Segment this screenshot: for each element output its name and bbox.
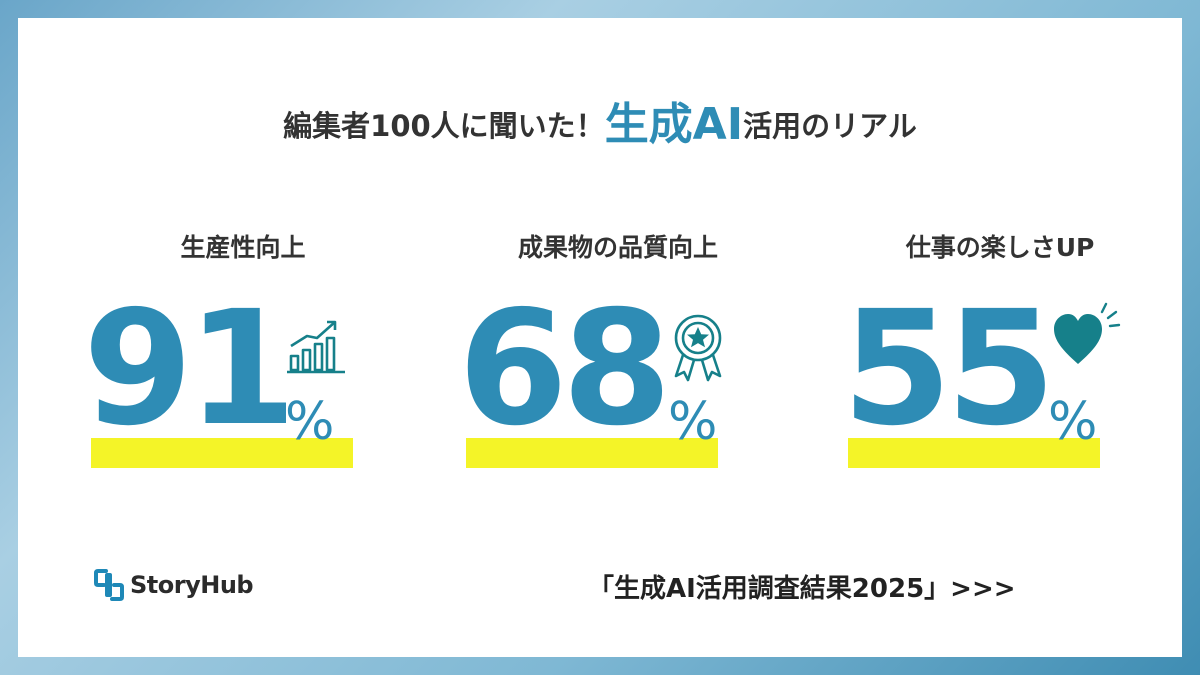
percent-sign: %	[668, 392, 718, 452]
page-title: 編集者100人に聞いた！生成AI活用のリアル	[18, 88, 1182, 152]
stat-value: 68	[458, 277, 672, 461]
infographic-card: 編集者100人に聞いた！生成AI活用のリアル 生産性向上 91 % 成果物の品質…	[18, 18, 1182, 657]
highlight-bar	[466, 438, 718, 468]
logo-text: StoryHub	[130, 571, 254, 599]
percent-sign: %	[1048, 392, 1098, 452]
growth-chart-icon	[287, 320, 345, 374]
stat-quality: 成果物の品質向上 68 %	[438, 228, 798, 488]
survey-results-link[interactable]: 「生成AI活用調査結果2025」>>>	[588, 574, 1016, 604]
stat-value: 91	[83, 277, 297, 461]
title-accent: 生成AI	[604, 99, 744, 150]
storyhub-logo[interactable]: StoryHub	[94, 568, 254, 602]
highlight-bar	[91, 438, 353, 468]
heart-icon	[1054, 302, 1121, 364]
stat-label: 生産性向上	[180, 233, 306, 262]
title-suffix: 活用のリアル	[743, 109, 917, 143]
title-prefix: 編集者100人に聞いた！	[283, 109, 605, 143]
stat-label: 成果物の品質向上	[517, 233, 718, 262]
stat-productivity: 生産性向上 91 %	[63, 228, 423, 488]
stat-value: 55	[842, 277, 1056, 461]
award-ribbon-icon	[674, 314, 722, 382]
highlight-bar	[848, 438, 1100, 468]
stat-enjoyment: 仕事の楽しさUP 55 %	[820, 228, 1180, 488]
storyhub-logo-icon	[94, 569, 124, 601]
percent-sign: %	[285, 392, 335, 452]
stat-label: 仕事の楽しさUP	[905, 233, 1095, 262]
